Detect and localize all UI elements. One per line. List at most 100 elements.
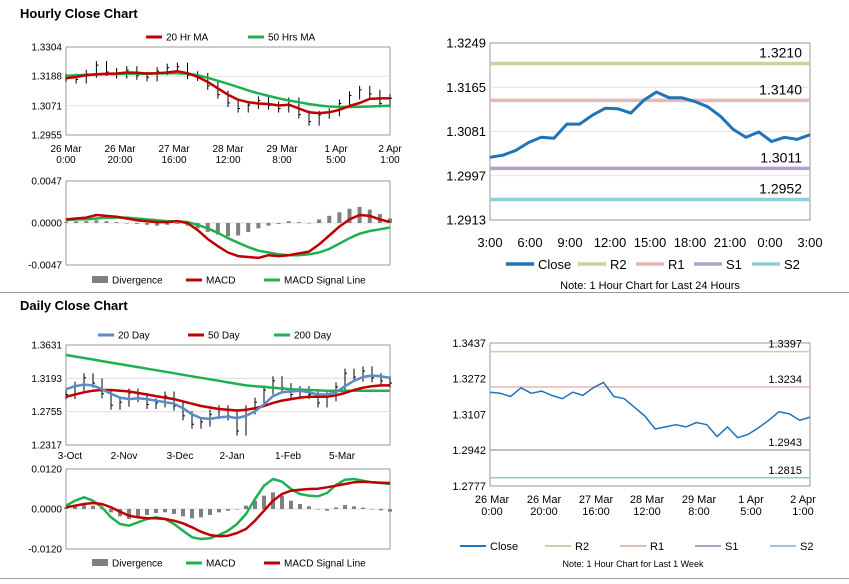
divergence-bar <box>388 509 392 512</box>
hourly-close-y-tick-label: 1.2913 <box>446 213 486 228</box>
divergence-bar <box>84 221 89 223</box>
divergence-bar <box>361 507 365 509</box>
divergence-bar <box>226 223 230 237</box>
daily-close-x-tick-label: 5:00 <box>740 506 761 518</box>
divergence-bar <box>163 509 167 513</box>
hourly-close-line <box>489 90 811 159</box>
daily-close-line <box>489 381 811 439</box>
hourly-close-y-tick-label: 1.2997 <box>446 168 486 183</box>
daily-macd-y-tick-label: 0.0120 <box>31 465 62 476</box>
divergence-bar <box>199 509 203 518</box>
divergence-bar <box>73 505 77 509</box>
divergence-bar <box>165 223 170 225</box>
divergence-bar <box>226 509 230 511</box>
hourly-legend-50hr-ma: 50 Hrs MA <box>268 33 316 44</box>
divergence-bar <box>175 223 180 224</box>
hourly-price-x-tick-label: 5:00 <box>326 155 346 166</box>
daily-close-x-tick-label: 20:00 <box>530 506 558 518</box>
hourly-close-y-tick-label: 1.3165 <box>446 80 486 95</box>
daily-close-x-tick-label: 12:00 <box>633 506 661 518</box>
daily-close-legend-s1: S1 <box>725 541 738 553</box>
daily-200d-ma-line <box>65 353 390 392</box>
daily-section-title: Daily Close Chart <box>20 298 128 313</box>
daily-close-x-tick-label: 27 Mar <box>579 494 614 506</box>
hourly-legend-macd-signal: MACD Signal Line <box>284 276 366 287</box>
hourly-price-x-tick-label: 8:00 <box>272 155 292 166</box>
divergence-bar <box>296 222 301 223</box>
hourly-close-note: Note: 1 Hour Chart for Last 24 Hours <box>560 280 740 292</box>
hourly-level-r2-label: 1.3210 <box>759 45 802 61</box>
daily-macd-signal-line <box>65 480 391 538</box>
divergence-bar <box>104 221 109 223</box>
daily-price-y-tick-label: 1.3193 <box>31 374 62 385</box>
divergence-bar <box>74 221 79 223</box>
daily-close-x-tick-label: 0:00 <box>481 506 502 518</box>
daily-level-r2-label: 1.3397 <box>768 339 802 351</box>
daily-price-x-tick-label: 3-Oct <box>58 451 83 462</box>
daily-close-y-tick-label: 1.3107 <box>452 409 486 421</box>
daily-close-x-tick-label: 26 Mar <box>475 494 510 506</box>
divergence-bar <box>379 509 383 511</box>
hourly-close-legend-s2: S2 <box>784 257 800 272</box>
daily-legend-20d: 20 Day <box>118 331 150 342</box>
hourly-price-x-tick-label: 26 Mar <box>104 144 136 155</box>
divergence-bar <box>388 218 392 223</box>
daily-50d-ma-line <box>65 384 390 412</box>
divergence-bar <box>262 495 266 509</box>
divergence-bar <box>181 509 185 517</box>
divergence-bar <box>298 504 302 509</box>
hourly-level-s2-label: 1.2952 <box>759 180 802 196</box>
divergence-bar <box>134 223 139 224</box>
hourly-level-s1-label: 1.3011 <box>760 149 802 165</box>
daily-price-x-tick-label: 2-Jan <box>219 451 244 462</box>
divergence-bar <box>190 509 194 519</box>
daily-close-x-tick-label: 26 Mar <box>527 494 562 506</box>
divergence-bar <box>334 507 338 509</box>
daily-close-note: Note: 1 Hour Chart for Last 1 Week <box>563 559 704 569</box>
hourly-close-x-tick-label: 0:00 <box>757 235 782 250</box>
hourly-macd-y-tick-label: -0.0047 <box>28 261 62 272</box>
divergence-bar <box>327 215 332 223</box>
daily-close-x-tick-label: 8:00 <box>688 506 709 518</box>
hourly-legend-macd: MACD <box>206 276 235 287</box>
divergence-bar <box>124 223 129 224</box>
hourly-close-legend-close: Close <box>538 257 571 272</box>
divergence-bar <box>280 495 284 509</box>
daily-legend-divergence: Divergence <box>112 559 163 570</box>
daily-close-legend-r1: R1 <box>650 541 664 553</box>
daily-20d-ma-line <box>65 374 391 421</box>
hourly-legend-20hr-ma: 20 Hr MA <box>166 33 209 44</box>
hourly-price-x-tick-label: 16:00 <box>161 155 186 166</box>
hourly-macd-y-tick-label: 0.0047 <box>31 177 62 188</box>
hourly-close-x-tick-label: 9:00 <box>557 235 582 250</box>
daily-close-x-tick-label: 16:00 <box>582 506 610 518</box>
divergence-bar <box>64 222 68 223</box>
divergence-bar <box>114 222 119 223</box>
section-divider <box>0 292 849 293</box>
hourly-close-x-tick-label: 18:00 <box>674 235 707 250</box>
hourly-close-legend-r1: R1 <box>668 257 685 272</box>
hourly-price-x-tick-label: 1:00 <box>380 155 400 166</box>
daily-close-legend-s2: S2 <box>800 541 813 553</box>
divergence-bar <box>325 509 329 511</box>
hourly-price-x-tick-label: 12:00 <box>215 155 240 166</box>
daily-price-x-tick-label: 5-Mar <box>329 451 356 462</box>
hourly-close-y-tick-label: 1.3081 <box>446 124 486 139</box>
hourly-close-y-tick-label: 1.3249 <box>446 36 486 51</box>
daily-price-y-tick-label: 1.3631 <box>31 341 62 352</box>
daily-close-y-tick-label: 1.2942 <box>452 445 486 457</box>
divergence-bar <box>145 223 149 225</box>
hourly-price-y-tick-label: 1.3071 <box>31 101 62 112</box>
daily-price-y-tick-label: 1.2317 <box>31 441 62 452</box>
hourly-legend-divergence-swatch <box>92 276 108 283</box>
daily-price-x-tick-label: 3-Dec <box>167 451 194 462</box>
hourly-price-x-tick-label: 1 Apr <box>324 144 348 155</box>
daily-legend-200d: 200 Day <box>294 331 331 342</box>
hourly-price-y-tick-label: 1.3188 <box>31 72 62 83</box>
hourly-price-y-tick-label: 1.2955 <box>31 131 62 142</box>
daily-close-plot-area <box>489 342 811 487</box>
divergence-bar <box>307 506 311 509</box>
